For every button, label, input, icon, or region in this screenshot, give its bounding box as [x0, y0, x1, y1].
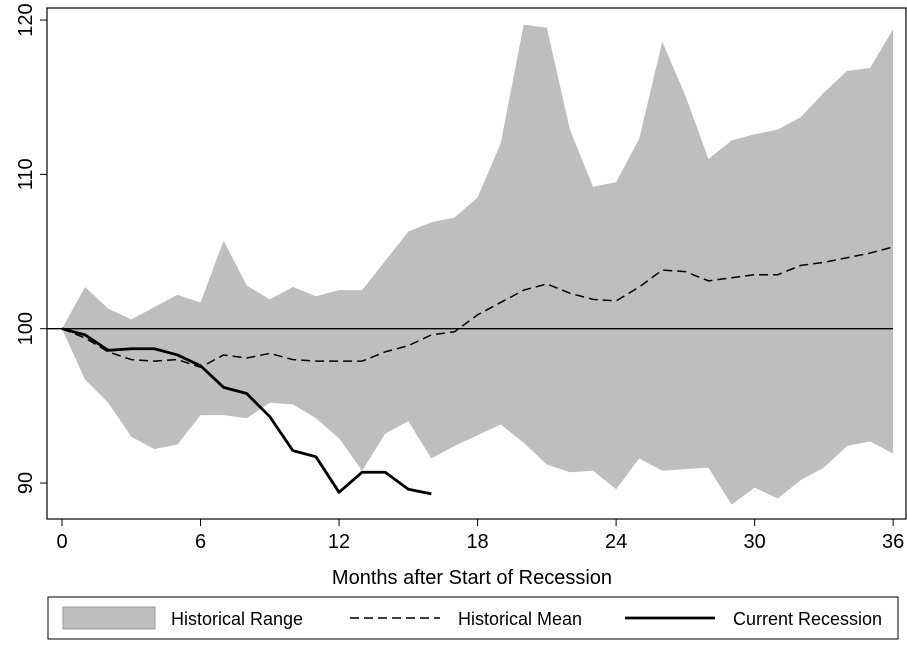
legend-label: Historical Range [171, 609, 303, 629]
legend-swatch [62, 606, 156, 630]
x-tick-label: 0 [56, 531, 67, 553]
series-line [61, 327, 432, 496]
x-axis-label: Months after Start of Recession [332, 567, 612, 589]
plot-frame [46, 7, 907, 520]
x-tick-label: 12 [328, 531, 350, 553]
legend-label: Historical Mean [458, 609, 582, 629]
x-tick-label: 30 [743, 531, 765, 553]
y-tick-label: 110 [15, 158, 37, 190]
x-tick-label: 24 [605, 531, 627, 553]
legend-label: Current Recession [733, 609, 882, 629]
x-tick-label: 36 [882, 531, 904, 553]
y-tick-label: 90 [15, 472, 37, 494]
legend-box [47, 596, 899, 640]
y-tick-label: 100 [15, 312, 37, 345]
x-tick-label: 6 [195, 531, 206, 553]
x-tick-label: 18 [466, 531, 488, 553]
y-tick-label: 120 [15, 3, 37, 36]
range-area [62, 24, 894, 505]
